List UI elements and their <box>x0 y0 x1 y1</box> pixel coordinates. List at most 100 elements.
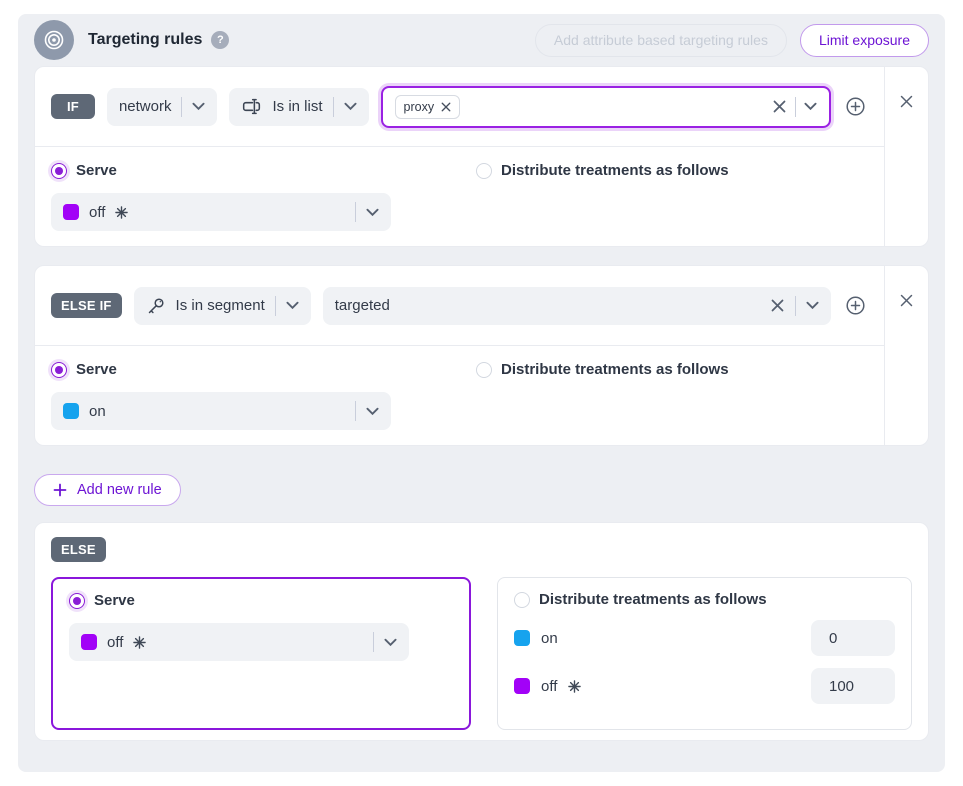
treatment-off-swatch <box>81 634 97 650</box>
clear-values-icon[interactable] <box>772 99 787 114</box>
matcher-select[interactable]: Is in segment <box>133 286 311 325</box>
radio-selected-icon[interactable] <box>51 162 67 179</box>
divider <box>355 202 356 222</box>
treatment-on-swatch <box>63 403 79 419</box>
else-serve-panel[interactable]: Serve off <box>51 577 471 730</box>
rule-close-column <box>884 67 928 246</box>
serve-radio-label: Serve <box>76 361 117 378</box>
close-rule-icon[interactable] <box>898 93 915 110</box>
chevron-down-icon <box>192 102 206 111</box>
rule-card-if: IF network <box>34 66 929 247</box>
else-if-badge: ELSE IF <box>51 293 122 318</box>
value-chip-label: proxy <box>403 99 435 114</box>
else-rule-card: ELSE Serve off <box>34 522 929 741</box>
segment-key-icon <box>146 296 166 316</box>
treatment-off-swatch <box>514 678 530 694</box>
add-attribute-rules-button[interactable]: Add attribute based targeting rules <box>534 23 787 57</box>
radio-unselected-icon[interactable] <box>476 162 492 179</box>
percent-input-off[interactable] <box>811 668 895 704</box>
treatment-select[interactable]: off <box>51 193 391 231</box>
chevron-down-icon[interactable] <box>804 102 817 111</box>
matcher-select[interactable]: Is in list <box>229 87 369 126</box>
serve-radio-option[interactable]: Serve <box>69 592 453 609</box>
distribution-treatment-label: off <box>541 677 558 695</box>
string-matcher-icon <box>241 96 262 117</box>
distribute-radio-option[interactable]: Distribute treatments as follows <box>514 591 895 608</box>
add-new-rule-label: Add new rule <box>77 482 162 498</box>
distribution-treatment-label: on <box>541 629 558 647</box>
distribute-radio-label: Distribute treatments as follows <box>539 591 767 608</box>
panel-header: Targeting rules ? Add attribute based ta… <box>34 14 929 66</box>
attribute-select-value: network <box>118 98 172 115</box>
segment-input[interactable]: targeted <box>322 286 831 325</box>
treatment-off-swatch <box>63 204 79 220</box>
treatment-select-value: off <box>107 633 124 651</box>
matcher-select-value: Is in segment <box>175 297 265 314</box>
treatment-select[interactable]: off <box>69 623 409 661</box>
serve-radio-option[interactable]: Serve <box>51 361 476 378</box>
condition-row: ELSE IF Is in segment <box>35 266 884 346</box>
divider <box>373 632 374 652</box>
rule-main: IF network <box>35 67 884 246</box>
value-chip: proxy <box>394 94 461 119</box>
treatment-on-swatch <box>514 630 530 646</box>
help-icon[interactable]: ? <box>211 31 230 49</box>
clear-segment-icon[interactable] <box>770 298 785 313</box>
radio-selected-icon[interactable] <box>69 592 85 609</box>
divider <box>332 96 334 117</box>
page-title: Targeting rules <box>88 31 203 48</box>
plus-icon <box>53 483 67 497</box>
radio-unselected-icon[interactable] <box>476 361 492 378</box>
matcher-select-value: Is in list <box>272 98 323 115</box>
default-treatment-icon <box>115 205 129 219</box>
remove-chip-icon[interactable] <box>441 102 451 112</box>
chevron-down-icon <box>286 301 299 310</box>
close-rule-icon[interactable] <box>898 292 915 309</box>
if-badge: IF <box>51 94 95 119</box>
radio-unselected-icon[interactable] <box>514 591 530 608</box>
chevron-down-icon <box>343 102 357 111</box>
distribute-radio-option[interactable]: Distribute treatments as follows <box>476 361 729 378</box>
divider <box>355 401 356 421</box>
treatment-select-value: off <box>89 203 106 221</box>
distribute-radio-label: Distribute treatments as follows <box>501 361 729 378</box>
attribute-select[interactable]: network <box>106 87 218 126</box>
divider <box>181 96 183 117</box>
rule-close-column <box>884 266 928 445</box>
serve-mode-radio-row: Serve Distribute treatments as follows <box>51 361 868 378</box>
treatment-select-value: on <box>89 402 106 420</box>
serve-section: Serve Distribute treatments as follows o… <box>35 147 884 246</box>
treatment-select[interactable]: on <box>51 392 391 430</box>
serve-radio-option[interactable]: Serve <box>51 162 476 179</box>
rule-card-else-if: ELSE IF Is in segment <box>34 265 929 446</box>
serve-section: Serve Distribute treatments as follows o… <box>35 346 884 445</box>
limit-exposure-button[interactable]: Limit exposure <box>799 23 929 57</box>
distribution-row: off <box>514 668 895 704</box>
chevron-down-icon <box>384 638 397 647</box>
chevron-down-icon[interactable] <box>806 301 819 310</box>
else-distribute-panel[interactable]: Distribute treatments as follows on off <box>497 577 912 730</box>
add-condition-icon[interactable] <box>843 293 868 318</box>
targeting-rules-panel: Targeting rules ? Add attribute based ta… <box>18 14 945 772</box>
add-condition-icon[interactable] <box>843 94 868 119</box>
radio-selected-icon[interactable] <box>51 361 67 378</box>
divider <box>795 96 796 117</box>
distribute-radio-label: Distribute treatments as follows <box>501 162 729 179</box>
target-icon <box>34 20 74 60</box>
else-badge: ELSE <box>51 537 106 562</box>
header-actions: Add attribute based targeting rules Limi… <box>534 23 929 57</box>
list-values-input[interactable]: proxy <box>380 85 831 128</box>
segment-input-value: targeted <box>334 297 390 314</box>
percent-input-on[interactable] <box>811 620 895 656</box>
chevron-down-icon <box>366 407 379 416</box>
serve-mode-radio-row: Serve Distribute treatments as follows <box>51 162 868 179</box>
chevron-down-icon <box>366 208 379 217</box>
serve-radio-label: Serve <box>76 162 117 179</box>
default-treatment-icon <box>568 679 582 693</box>
distribution-row: on <box>514 620 895 656</box>
add-new-rule-button[interactable]: Add new rule <box>34 474 181 506</box>
else-panels: Serve off <box>51 577 912 730</box>
distribute-radio-option[interactable]: Distribute treatments as follows <box>476 162 729 179</box>
rule-main: ELSE IF Is in segment <box>35 266 884 445</box>
